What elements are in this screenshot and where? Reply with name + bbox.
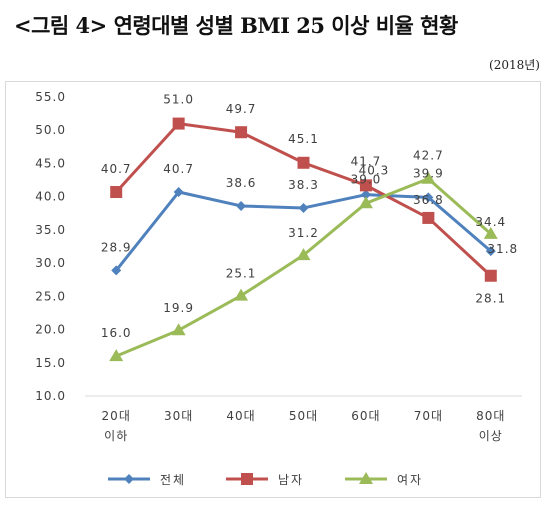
y-tick-label: 25.0 bbox=[35, 289, 66, 303]
data-labels: 28.9 40.7 38.6 38.3 40.3 39.9 31.8 40.7 51.0 49.7… bbox=[101, 93, 518, 341]
series-1-point bbox=[485, 246, 496, 257]
y-tick-label: 50.0 bbox=[35, 123, 66, 137]
y-tick-label: 20.0 bbox=[35, 323, 66, 337]
y-tick-label: 10.0 bbox=[35, 389, 66, 403]
data-label: 31.2 bbox=[288, 226, 319, 240]
data-label: 39.0 bbox=[351, 172, 382, 186]
chart-frame bbox=[5, 81, 541, 498]
x-tick-label: 60대 bbox=[351, 409, 380, 423]
chart-title: <그림 4> 연령대별 성별 BMI 25 이상 비율 현황 bbox=[14, 13, 458, 38]
series-2-point bbox=[422, 211, 435, 224]
legend-label: 남자 bbox=[278, 473, 304, 487]
series-3-point bbox=[234, 288, 249, 301]
data-label: 25.1 bbox=[226, 267, 257, 281]
series-2-point bbox=[297, 156, 310, 169]
series-2-point bbox=[110, 186, 123, 199]
series-3-point bbox=[358, 196, 373, 209]
data-label: 38.6 bbox=[226, 176, 257, 190]
legend-marker bbox=[241, 473, 253, 485]
series-3-point bbox=[483, 226, 498, 239]
legend-label: 여자 bbox=[397, 473, 423, 487]
x-tick-label: 40대 bbox=[226, 409, 255, 423]
series-3-point bbox=[421, 171, 436, 184]
data-label: 40.7 bbox=[163, 162, 194, 176]
x-tick-label: 30대 bbox=[164, 409, 193, 423]
y-tick-label: 55.0 bbox=[35, 90, 66, 104]
data-label: 51.0 bbox=[163, 93, 194, 107]
series-lines bbox=[109, 117, 498, 362]
y-tick-label: 35.0 bbox=[35, 223, 66, 237]
series-1-point bbox=[173, 187, 184, 198]
data-label: 28.1 bbox=[475, 292, 506, 306]
series-2-point bbox=[235, 126, 248, 139]
x-tick-label: 이상 bbox=[479, 429, 503, 443]
data-label: 42.7 bbox=[413, 149, 444, 163]
y-axis: 10.0 15.0 20.0 25.0 30.0 35.0 40.0 45.0 50.0 55.0 bbox=[35, 90, 66, 403]
data-label: 36.8 bbox=[413, 193, 444, 207]
data-label: 49.7 bbox=[226, 102, 257, 116]
x-tick-label: 80대 bbox=[476, 409, 505, 423]
data-label: 40.3 bbox=[359, 164, 390, 178]
data-label: 34.4 bbox=[475, 215, 506, 229]
series-1-point bbox=[423, 192, 434, 203]
chart-subtitle: (2018년) bbox=[489, 58, 540, 72]
data-label: 31.8 bbox=[487, 242, 518, 256]
x-tick-label: 20대 bbox=[102, 409, 131, 423]
data-label: 40.7 bbox=[101, 162, 132, 176]
series-2-point bbox=[484, 269, 497, 282]
y-tick-label: 30.0 bbox=[35, 256, 66, 270]
series-1-point bbox=[360, 189, 371, 200]
series-3-point bbox=[171, 323, 186, 336]
data-label: 38.3 bbox=[288, 178, 319, 192]
legend-marker bbox=[124, 474, 134, 484]
series-3-point bbox=[296, 248, 311, 261]
series-1-point bbox=[236, 200, 247, 211]
series-3-point bbox=[109, 349, 124, 362]
data-label: 41.7 bbox=[351, 154, 382, 168]
x-tick-label: 50대 bbox=[289, 409, 318, 423]
legend: 전체 남자 여자 bbox=[108, 472, 423, 487]
series-2-point bbox=[172, 117, 185, 130]
x-tick-label: 이하 bbox=[104, 429, 128, 443]
x-tick-label: 70대 bbox=[414, 409, 443, 423]
data-label: 39.9 bbox=[413, 166, 444, 180]
legend-marker bbox=[359, 472, 373, 484]
data-label: 16.0 bbox=[101, 326, 132, 340]
y-tick-label: 40.0 bbox=[35, 190, 66, 204]
data-label: 28.9 bbox=[101, 240, 132, 254]
series-2-point bbox=[359, 179, 372, 192]
series-1-point bbox=[111, 265, 122, 276]
series-1-point bbox=[298, 202, 309, 213]
data-label: 19.9 bbox=[163, 301, 194, 315]
y-tick-label: 15.0 bbox=[35, 356, 66, 370]
data-label: 45.1 bbox=[288, 132, 319, 146]
y-tick-label: 45.0 bbox=[35, 156, 66, 170]
legend-label: 전체 bbox=[160, 473, 186, 487]
